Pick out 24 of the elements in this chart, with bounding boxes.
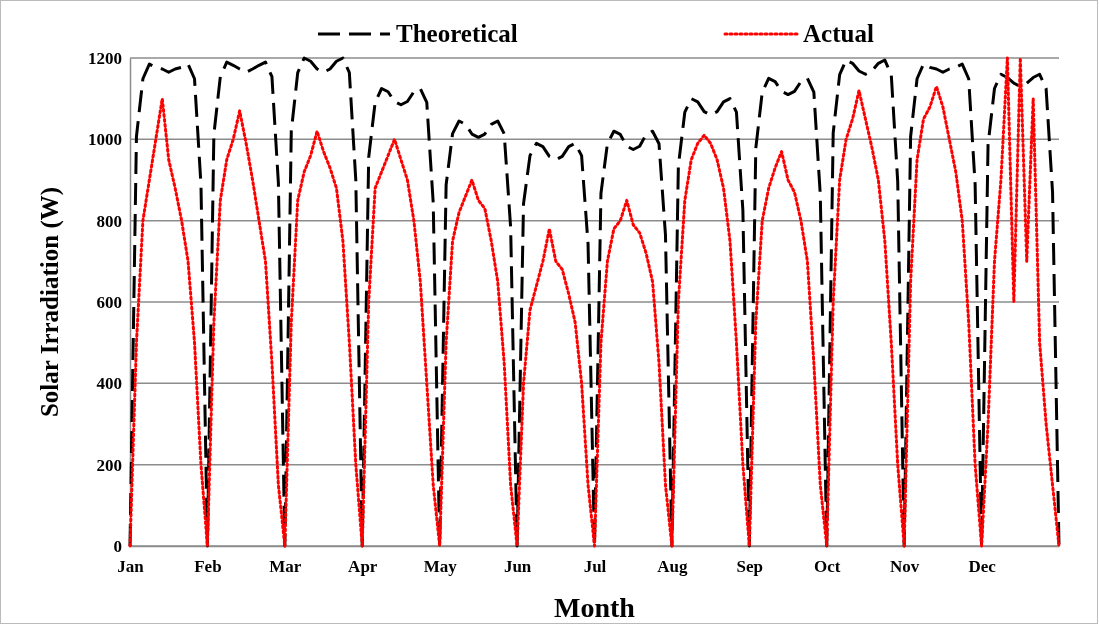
y-tick-label: 400 (96, 374, 122, 394)
y-tick-label: 1200 (88, 48, 122, 68)
x-tick-label: Oct (814, 557, 841, 577)
x-tick-label: Apr (348, 557, 378, 577)
x-tick-label: Feb (194, 557, 222, 577)
x-tick-label: Dec (968, 557, 997, 577)
x-tick-label: Jan (117, 557, 145, 577)
legend-label: Theoretical (396, 20, 518, 47)
line-series (128, 56, 1061, 548)
y-tick-label: 200 (96, 455, 122, 475)
x-tick-label: Aug (657, 557, 689, 577)
y-tick-label: 600 (96, 292, 122, 312)
x-tick-label: May (423, 557, 458, 577)
x-tick-label: Mar (269, 557, 302, 577)
x-tick-label: Jun (503, 557, 532, 577)
x-tick-label: Sep (736, 557, 764, 577)
x-tick-label: Jul (583, 557, 607, 577)
legend-label: Actual (803, 20, 874, 47)
x-tick-label: Nov (890, 557, 920, 577)
y-axis-title: Solar Irradiation (W) (36, 186, 64, 418)
x-axis-title: Month (554, 592, 636, 623)
y-tick-label: 0 (113, 536, 122, 556)
y-tick-label: 1000 (88, 130, 122, 150)
y-tick-label: 800 (96, 211, 122, 231)
